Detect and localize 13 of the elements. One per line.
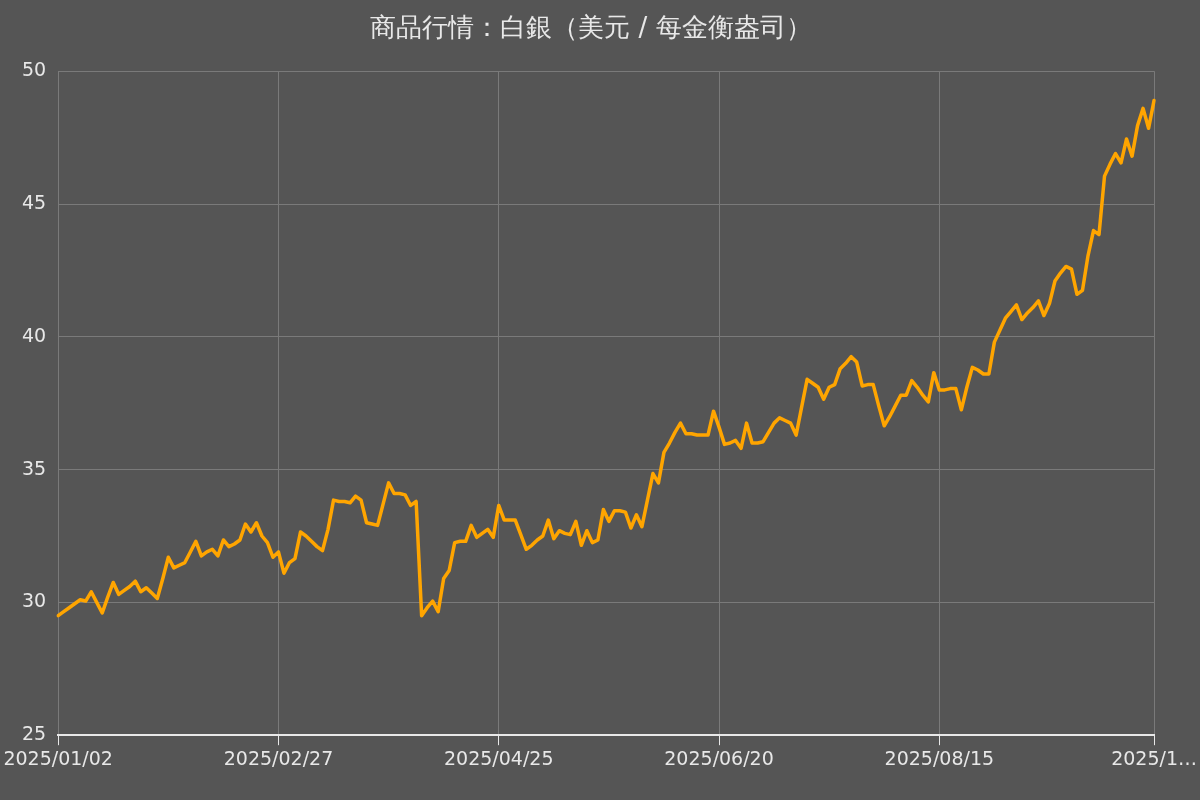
- y-tick-label: 30: [21, 589, 47, 612]
- y-tick-label: 25: [21, 722, 47, 745]
- y-tick-label: 50: [21, 58, 47, 81]
- y-tick-label: 35: [21, 456, 47, 479]
- y-tick-label: 40: [21, 323, 47, 346]
- x-tick-label: 2025/04/25: [443, 746, 554, 769]
- x-tick-label: 2025/08/15: [884, 746, 995, 769]
- x-tick-label: 2025/02/27: [223, 746, 334, 769]
- y-tick-label: 45: [21, 190, 47, 213]
- chart-title: 商品行情：白銀（美元 / 每金衡盎司）: [370, 12, 812, 43]
- x-tick-label: 2025/1…: [1111, 746, 1197, 769]
- x-tick-label: 2025/06/20: [664, 746, 774, 769]
- x-tick-label: 2025/01/02: [3, 746, 113, 769]
